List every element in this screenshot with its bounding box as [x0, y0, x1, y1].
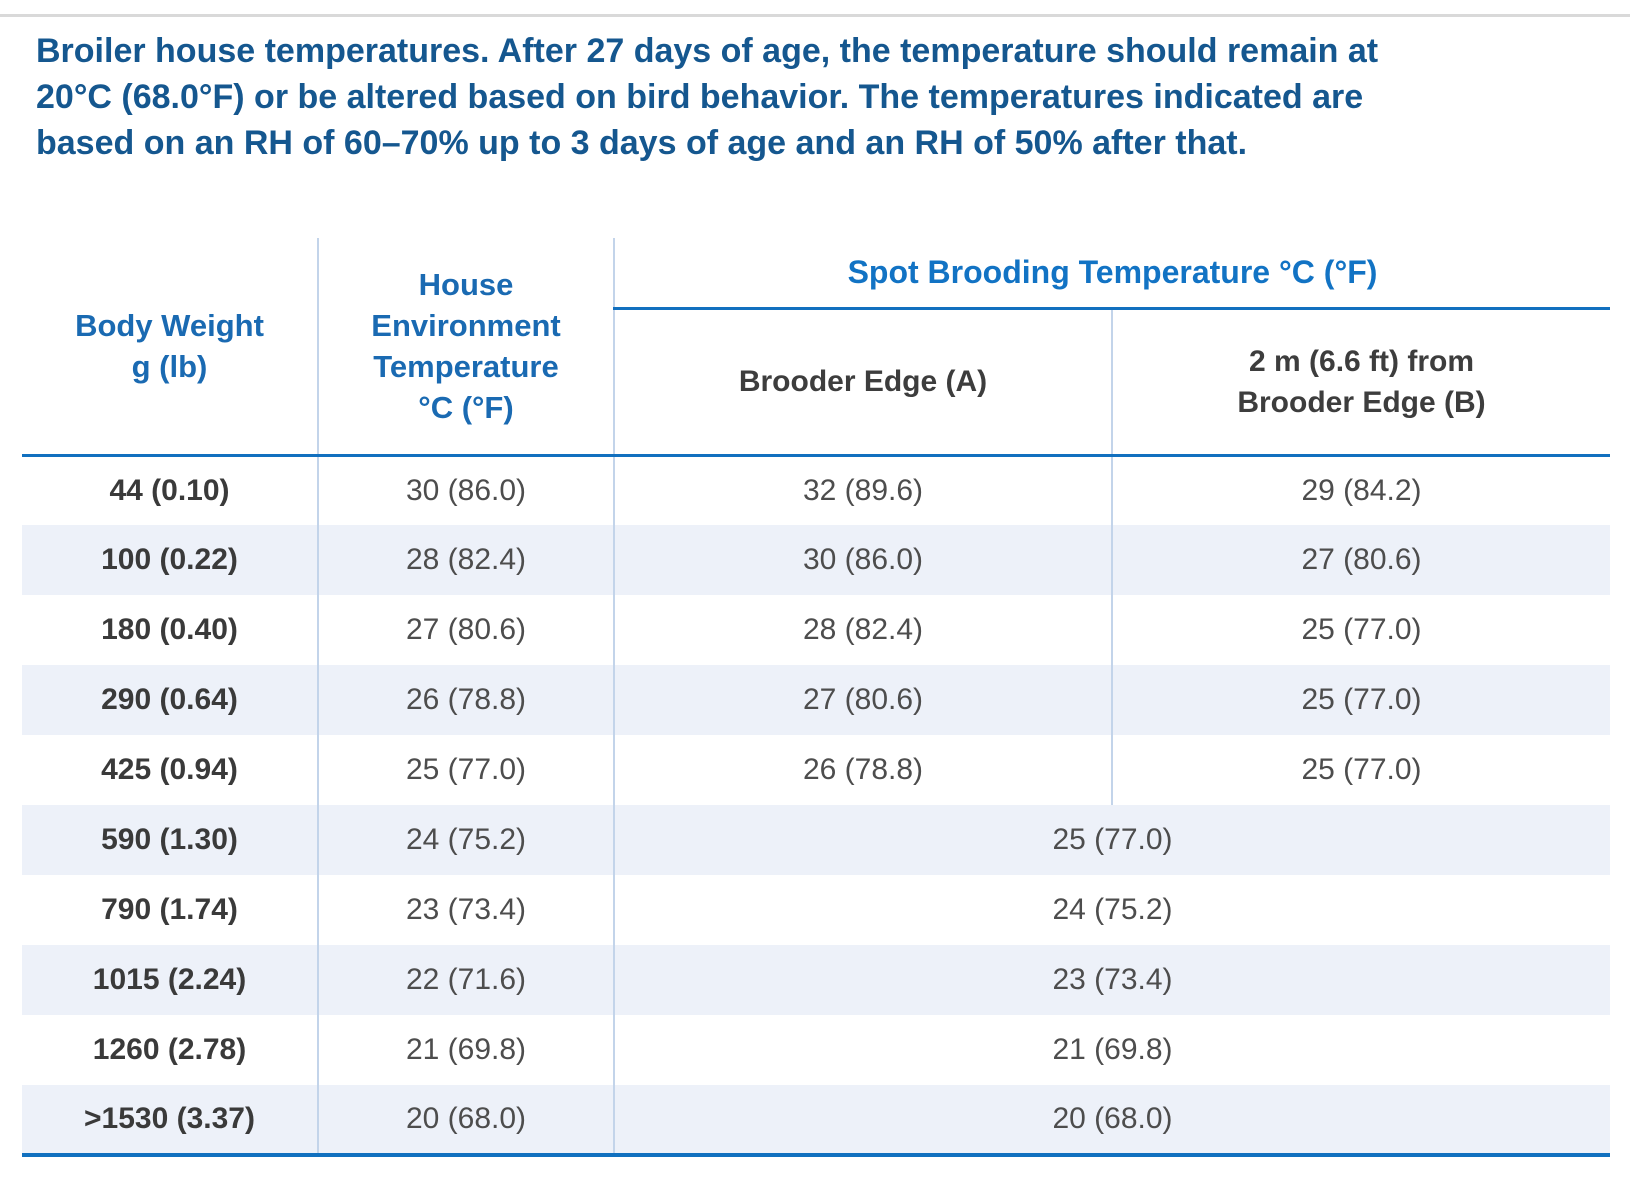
- body-weight-cell: >1530 (3.37): [84, 1102, 255, 1135]
- table-row: 590 (1.30) 24 (75.2) 25 (77.0): [22, 805, 1610, 875]
- house-temp-cell: 22 (71.6): [317, 945, 614, 1015]
- header-brooder-edge-a: Brooder Edge (A): [613, 308, 1112, 457]
- table-row: 1015 (2.24) 22 (71.6) 23 (73.4): [22, 945, 1610, 1015]
- house-temp-cell: 27 (80.6): [317, 595, 614, 665]
- body-weight-cell: 1015 (2.24): [92, 963, 247, 996]
- body-weight-cell: 590 (1.30): [101, 823, 238, 856]
- table-body: 44 (0.10) 30 (86.0) 32 (89.6) 29 (84.2) …: [22, 455, 1610, 1155]
- body-weight-cell: 180 (0.40): [101, 613, 238, 646]
- brooder-edge-cell: 27 (80.6): [613, 665, 1112, 735]
- brooder-edge-cell: 28 (82.4): [613, 595, 1112, 665]
- header-from-brooder-edge-b: 2 m (6.6 ft) from Brooder Edge (B): [1111, 308, 1610, 457]
- spot-merged-cell: 23 (73.4): [613, 945, 1610, 1015]
- body-weight-cell: 100 (0.22): [101, 543, 238, 576]
- header-spot-brooding: Spot Brooding Temperature °C (°F): [613, 238, 1610, 310]
- table-caption: Broiler house temperatures. After 27 day…: [36, 32, 1379, 162]
- spot-merged-cell: 21 (69.8): [613, 1015, 1610, 1085]
- from-brooder-cell: 27 (80.6): [1111, 525, 1610, 595]
- house-temp-cell: 26 (78.8): [317, 665, 614, 735]
- house-temp-cell: 23 (73.4): [317, 875, 614, 945]
- body-weight-cell: 790 (1.74): [101, 893, 238, 926]
- house-temp-cell: 30 (86.0): [317, 455, 614, 525]
- house-temp-cell: 24 (75.2): [317, 805, 614, 875]
- table-row: 44 (0.10) 30 (86.0) 32 (89.6) 29 (84.2): [22, 455, 1610, 525]
- top-divider-line: [0, 14, 1630, 17]
- body-weight-cell: 44 (0.10): [109, 473, 230, 507]
- from-brooder-cell: 25 (77.0): [1111, 735, 1610, 805]
- brooder-edge-cell: 32 (89.6): [613, 455, 1112, 525]
- spot-merged-cell: 20 (68.0): [613, 1085, 1610, 1155]
- house-temp-cell: 25 (77.0): [317, 735, 614, 805]
- brooder-edge-cell: 26 (78.8): [613, 735, 1112, 805]
- from-brooder-cell: 25 (77.0): [1111, 665, 1610, 735]
- house-temp-cell: 28 (82.4): [317, 525, 614, 595]
- broiler-temperature-table: Body Weight g (lb) House Environment Tem…: [22, 238, 1610, 1157]
- header-house-environment: House Environment Temperature °C (°F): [317, 238, 614, 457]
- from-brooder-cell: 25 (77.0): [1111, 595, 1610, 665]
- table-row: 425 (0.94) 25 (77.0) 26 (78.8) 25 (77.0): [22, 735, 1610, 805]
- table-row: 1260 (2.78) 21 (69.8) 21 (69.8): [22, 1015, 1610, 1085]
- body-weight-cell: 290 (0.64): [101, 683, 238, 716]
- body-weight-cell: 1260 (2.78): [92, 1033, 247, 1066]
- table-row: 290 (0.64) 26 (78.8) 27 (80.6) 25 (77.0): [22, 665, 1610, 735]
- brooder-edge-cell: 30 (86.0): [613, 525, 1112, 595]
- house-temp-cell: 21 (69.8): [317, 1015, 614, 1085]
- table-header: Body Weight g (lb) House Environment Tem…: [22, 238, 1610, 457]
- table-row: 180 (0.40) 27 (80.6) 28 (82.4) 25 (77.0): [22, 595, 1610, 665]
- header-body-weight: Body Weight g (lb): [22, 238, 318, 457]
- spot-merged-cell: 24 (75.2): [613, 875, 1610, 945]
- table-row: 100 (0.22) 28 (82.4) 30 (86.0) 27 (80.6): [22, 525, 1610, 595]
- table-row: 790 (1.74) 23 (73.4) 24 (75.2): [22, 875, 1610, 945]
- from-brooder-cell: 29 (84.2): [1111, 455, 1610, 525]
- table-row: >1530 (3.37) 20 (68.0) 20 (68.0): [22, 1085, 1610, 1155]
- spot-merged-cell: 25 (77.0): [613, 805, 1610, 875]
- house-temp-cell: 20 (68.0): [317, 1085, 614, 1155]
- header-row-sub: Brooder Edge (A) 2 m (6.6 ft) from Brood…: [22, 308, 1610, 457]
- header-row-top: Body Weight g (lb) House Environment Tem…: [22, 238, 1610, 457]
- body-weight-cell: 425 (0.94): [101, 753, 238, 786]
